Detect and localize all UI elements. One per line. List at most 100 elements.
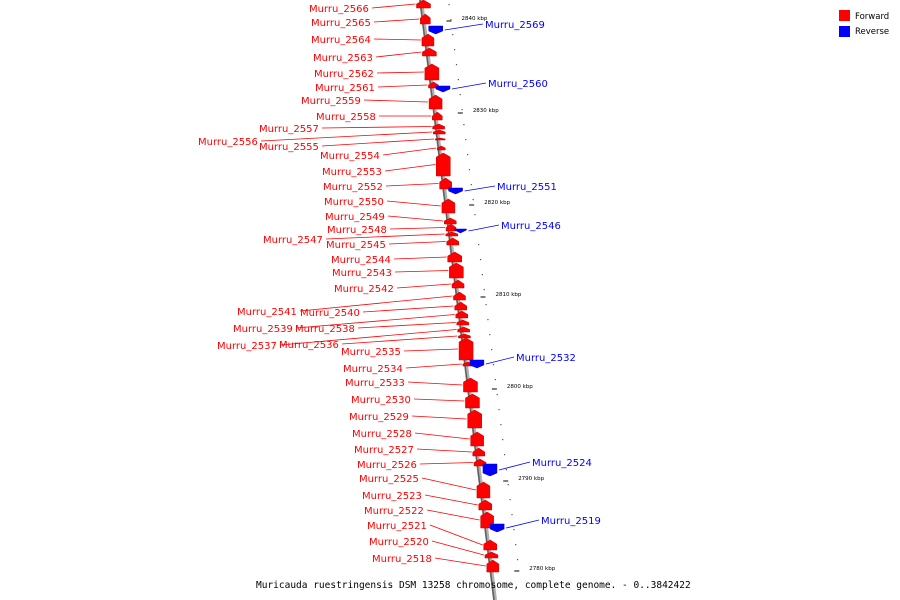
forward-gene-block: [449, 262, 464, 279]
forward-gene-label: Murru_2564: [311, 35, 371, 46]
forward-gene-label: Murru_2559: [301, 96, 361, 107]
forward-label-leader: [403, 348, 459, 352]
forward-gene-block: [455, 310, 469, 319]
forward-gene-label: Murru_2563: [313, 53, 373, 64]
forward-gene-label: Murru_2526: [357, 460, 417, 471]
forward-gene-label: Murru_2561: [315, 83, 375, 94]
forward-label-leader: [394, 270, 449, 273]
forward-label-leader: [357, 322, 456, 329]
track-dot: [481, 274, 483, 276]
reverse-gene-label: Murru_2560: [488, 79, 548, 90]
forward-gene-block: [432, 123, 445, 130]
legend-forward-label: Forward: [855, 12, 889, 22]
track-dot: [511, 514, 513, 516]
track-dot: [459, 94, 461, 96]
forward-label-leader: [382, 147, 437, 156]
forward-label-leader: [295, 314, 455, 329]
forward-label-leader: [384, 164, 436, 172]
track-dot: [505, 469, 508, 471]
forward-gene-block: [446, 237, 460, 246]
track-dot: [498, 409, 500, 411]
forward-label-leader: [373, 18, 420, 23]
forward-gene-block: [458, 333, 471, 339]
track-dot: [461, 109, 463, 111]
track-dot: [454, 49, 456, 51]
legend-reverse-label: Reverse: [855, 27, 889, 37]
forward-gene-block: [433, 129, 446, 135]
forward-label-leader: [407, 381, 463, 386]
forward-gene-block: [451, 279, 465, 289]
forward-label-leader: [377, 84, 428, 88]
track-dot: [476, 229, 478, 231]
forward-gene-block: [453, 291, 466, 301]
reverse-label-leader: [444, 23, 484, 31]
track-dot: [515, 544, 517, 546]
forward-label-leader: [260, 131, 433, 142]
reverse-gene-block: [469, 359, 485, 369]
forward-gene-label: Murru_2538: [295, 324, 355, 335]
track-dot: [500, 424, 502, 426]
forward-gene-block: [456, 319, 470, 326]
track-dot: [485, 304, 487, 306]
forward-label-leader: [388, 241, 446, 245]
forward-gene-block: [424, 63, 440, 81]
legend-reverse-swatch: [839, 26, 850, 37]
forward-gene-block: [416, 0, 431, 9]
legend: Forward Reverse: [839, 10, 889, 37]
forward-gene-label: Murru_2529: [349, 412, 409, 423]
forward-gene-label: Murru_2534: [343, 364, 403, 375]
forward-gene-block: [445, 231, 459, 237]
scale-tick-label: 2800 kbp: [507, 384, 533, 390]
forward-gene-label: Murru_2555: [259, 142, 319, 153]
forward-label-leader: [362, 305, 454, 313]
forward-gene-block: [454, 301, 467, 311]
reverse-gene-label: Murru_2524: [532, 458, 592, 469]
track-dot: [489, 334, 491, 336]
forward-gene-block: [476, 481, 491, 499]
genome-caption: Muricauda ruestringensis DSM 13258 chrom…: [256, 580, 691, 591]
legend-forward-swatch: [839, 10, 850, 21]
forward-gene-label: Murru_2543: [332, 268, 392, 279]
forward-gene-label: Murru_2547: [263, 235, 323, 246]
scale-tick-label: 2790 kbp: [518, 476, 544, 482]
forward-label-leader: [413, 398, 465, 402]
forward-gene-label: Murru_2566: [309, 4, 369, 15]
scale-tick-label: 2830 kbp: [473, 108, 499, 114]
forward-gene-label: Murru_2521: [367, 521, 427, 532]
track-dot: [468, 169, 471, 171]
forward-gene-block: [432, 111, 443, 121]
forward-label-leader: [385, 183, 439, 187]
forward-gene-block: [484, 551, 499, 559]
track-dot: [455, 64, 458, 66]
track-dot: [516, 559, 519, 561]
track-dot: [478, 244, 480, 246]
reverse-gene-block: [454, 228, 467, 234]
reverse-label-leader: [498, 461, 531, 471]
forward-gene-block: [444, 217, 457, 225]
forward-label-leader: [376, 71, 424, 74]
forward-gene-label: Murru_2541: [237, 307, 297, 318]
forward-label-leader: [325, 233, 445, 240]
gene-labels: Murru_2566 Murru_2565 Murru_2564 Murru_2563…: [198, 4, 601, 565]
reverse-gene-block: [435, 85, 451, 93]
forward-label-leader: [429, 524, 483, 546]
forward-gene-label: Murru_2539: [233, 324, 293, 335]
reverse-gene-label: Murru_2532: [516, 353, 576, 364]
reverse-gene-block: [482, 463, 498, 477]
forward-label-leader: [387, 215, 444, 222]
track-dot: [479, 259, 482, 261]
track-dot: [448, 4, 450, 6]
forward-gene-label: Murru_2556: [198, 137, 258, 148]
reverse-gene-block: [448, 187, 463, 195]
forward-gene-block: [447, 251, 462, 263]
track-dot: [463, 124, 465, 126]
forward-gene-block: [421, 33, 435, 47]
forward-label-leader: [396, 283, 452, 289]
forward-label-leader: [386, 200, 441, 207]
forward-label-leader: [424, 494, 478, 506]
forward-gene-label: Murru_2536: [279, 340, 339, 351]
forward-gene-block: [437, 145, 446, 151]
forward-gene-label: Murru_2537: [217, 341, 277, 352]
track-dot: [502, 439, 504, 441]
